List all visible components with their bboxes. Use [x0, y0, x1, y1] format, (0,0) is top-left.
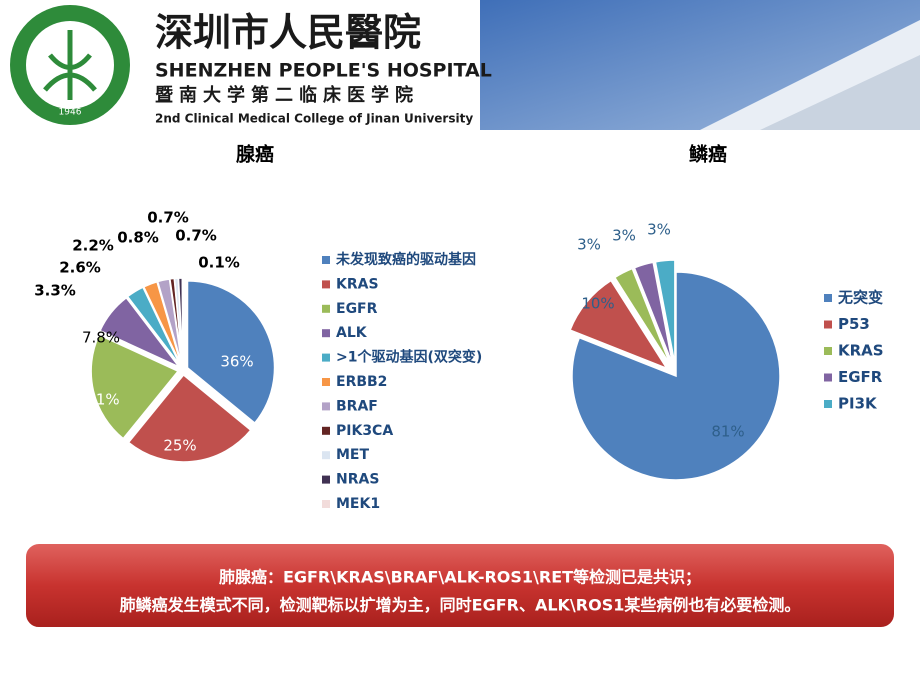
- legend-swatch: [322, 329, 330, 338]
- chart-title: 腺癌: [235, 143, 274, 166]
- legend-label: ERBB2: [336, 374, 387, 390]
- legend-label: >1个驱动基因(双突变): [336, 349, 482, 366]
- data-label: 21%: [86, 391, 119, 409]
- legend-swatch: [322, 280, 330, 289]
- legend-swatch: [322, 500, 330, 508]
- building-shade: [760, 55, 920, 130]
- legend-swatch: [322, 402, 330, 411]
- legend-label: BRAF: [336, 398, 378, 414]
- legend-swatch: [322, 475, 330, 484]
- legend-swatch: [824, 373, 832, 382]
- legend-label: EGFR: [336, 301, 378, 317]
- pie-slice: [99, 296, 180, 368]
- data-label: 25%: [163, 437, 196, 455]
- legend-label: 未发现致癌的驱动基因: [336, 251, 476, 268]
- data-label: 0.7%: [175, 227, 217, 245]
- chart-title: 鳞癌: [689, 143, 727, 166]
- legend-label: EGFR: [838, 368, 883, 386]
- legend-label: MEK1: [336, 496, 380, 512]
- college-cn: 暨南大学第二临床医学院: [155, 84, 419, 106]
- data-label: 3.3%: [34, 282, 76, 300]
- hospital-name-cn: 深圳市人民醫院: [155, 10, 421, 55]
- conclusion-line: 肺腺癌：EGFR\KRAS\BRAF\ALK-ROS1\RET等检测已是共识；: [219, 568, 701, 587]
- pie-slice: [181, 277, 184, 366]
- legend-label: PIK3CA: [336, 423, 393, 439]
- legend-label: MET: [336, 447, 369, 463]
- hospital-name-en: SHENZHEN PEOPLE'S HOSPITAL: [155, 60, 492, 82]
- legend-swatch: [824, 400, 832, 408]
- data-label: 7.8%: [82, 329, 120, 347]
- logo-year: 1946: [59, 108, 82, 118]
- legend-swatch: [322, 256, 330, 264]
- legend-label: P53: [838, 315, 870, 333]
- legend-label: KRAS: [336, 276, 379, 292]
- data-label: 0.7%: [147, 209, 189, 227]
- data-label: 3%: [647, 221, 671, 239]
- data-label: 3%: [612, 227, 636, 245]
- pie-slice: [127, 373, 252, 463]
- pie-slice: [633, 261, 674, 365]
- conclusion-box: [24, 542, 896, 629]
- pie-slice: [569, 279, 669, 370]
- conclusion-line: 肺鳞癌发生模式不同，检测靶标以扩增为主，同时EGFR、ALK\ROS1某些病例也…: [120, 596, 801, 615]
- pie-slice: [654, 259, 676, 365]
- legend-label: PI3K: [838, 395, 878, 413]
- data-label: 10%: [581, 295, 614, 313]
- legend-label: NRAS: [336, 472, 379, 488]
- legend-swatch: [322, 304, 330, 313]
- logo-emblem: [43, 30, 97, 100]
- legend-swatch: [322, 426, 330, 435]
- legend-label: 无突变: [837, 289, 883, 307]
- pie-slice: [613, 267, 672, 366]
- pie-slice: [571, 271, 781, 481]
- data-label: 0.8%: [117, 229, 159, 247]
- legend-swatch: [824, 320, 832, 329]
- pie-slice: [186, 280, 276, 425]
- college-en: 2nd Clinical Medical College of Jinan Un…: [155, 112, 473, 126]
- legend-label: ALK: [336, 325, 368, 341]
- legend-swatch: [824, 294, 832, 302]
- data-label: 3%: [577, 236, 601, 254]
- data-label: 0.1%: [198, 254, 240, 272]
- legend-swatch: [824, 347, 832, 355]
- legend-swatch: [322, 353, 330, 362]
- legend-label: KRAS: [838, 342, 884, 360]
- data-label: 36%: [220, 353, 253, 371]
- pie-slice: [126, 286, 182, 367]
- data-label: 2.6%: [59, 259, 101, 277]
- legend-swatch: [322, 451, 330, 460]
- pie-slice: [142, 280, 182, 366]
- data-label: 81%: [711, 423, 744, 441]
- legend-swatch: [322, 378, 330, 386]
- pie-slice: [90, 333, 180, 440]
- data-label: 2.2%: [72, 237, 114, 255]
